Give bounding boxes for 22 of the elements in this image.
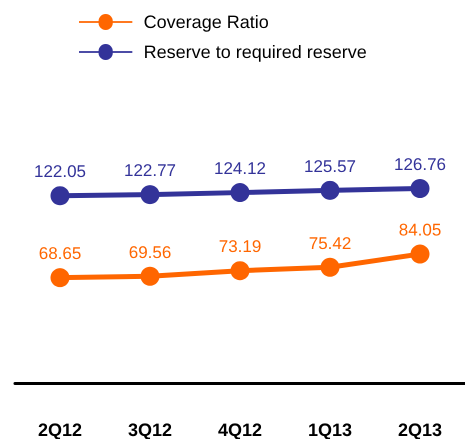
point bbox=[320, 258, 340, 277]
data-label: 84.05 bbox=[398, 220, 442, 240]
data-label: 73.19 bbox=[218, 237, 262, 256]
point bbox=[140, 266, 160, 286]
data-label: 75.42 bbox=[308, 234, 352, 253]
point bbox=[320, 180, 340, 200]
data-label: 122.05 bbox=[34, 162, 86, 182]
point bbox=[410, 179, 430, 198]
data-label: 122.77 bbox=[124, 161, 176, 180]
data-label: 126.76 bbox=[394, 155, 446, 174]
data-label: 125.57 bbox=[304, 156, 356, 176]
point bbox=[230, 261, 250, 280]
legend-label: Reserve to required reserve bbox=[144, 42, 367, 62]
point bbox=[50, 268, 70, 288]
point bbox=[50, 186, 70, 206]
point bbox=[410, 244, 430, 264]
point bbox=[230, 183, 250, 202]
point bbox=[140, 185, 160, 204]
data-label: 69.56 bbox=[128, 242, 172, 262]
data-label: 124.12 bbox=[214, 159, 266, 178]
legend-label: Coverage Ratio bbox=[144, 12, 269, 32]
data-label: 68.65 bbox=[38, 244, 82, 264]
